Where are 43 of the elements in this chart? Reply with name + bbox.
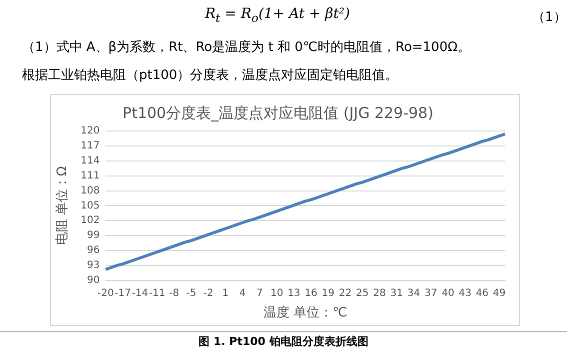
- x-tick-label: 22: [338, 288, 352, 299]
- x-tick-label: 10: [270, 288, 284, 299]
- y-tick-label: 114: [80, 155, 100, 166]
- chart-title: Pt100分度表_温度点对应电阻值 (JJG 229-98): [122, 104, 434, 122]
- y-tick-label: 93: [86, 260, 100, 272]
- x-tick-label: -17: [114, 288, 131, 299]
- x-tick-label: 16: [304, 288, 318, 299]
- text: （1）: [532, 9, 566, 26]
- x-tick-label: -11: [148, 288, 166, 299]
- y-tick-label: 120: [80, 126, 100, 137]
- x-tick-label: 43: [458, 288, 472, 299]
- text: 根据工业铂热电阻（pt100）分度表，温度点对应固定铂电阻值。: [22, 67, 398, 84]
- y-tick-label: 105: [80, 200, 100, 212]
- x-tick-label: 31: [390, 288, 403, 299]
- y-tick-label: 96: [86, 245, 100, 256]
- x-tick-label: -20: [98, 288, 114, 299]
- x-tick-label: -5: [186, 288, 196, 299]
- x-tick-label: 7: [256, 288, 263, 299]
- x-tick-label: 46: [476, 288, 489, 299]
- x-tick-label: 49: [492, 288, 506, 299]
- caption: 图 1. Pt100 铂电阻分度表折线图: [198, 334, 370, 349]
- x-tick-label: 19: [322, 288, 335, 299]
- x-tick-label: 37: [424, 288, 438, 299]
- y-tick-label: 111: [80, 170, 100, 182]
- y-tick-label: 90: [86, 274, 100, 286]
- x-tick-label: 25: [356, 288, 369, 299]
- x-tick-label: 40: [442, 288, 454, 299]
- text: R$_{t}$ = R$_{o}$(1+ At + βt²): [205, 6, 350, 25]
- y-tick-label: 108: [80, 185, 100, 196]
- x-tick-label: 4: [239, 288, 246, 299]
- x-tick-label: 1: [222, 288, 229, 299]
- y-tick-label: 117: [80, 140, 100, 152]
- x-tick-label: -14: [132, 288, 148, 299]
- y-tick-label: 99: [86, 230, 100, 242]
- y-axis-title: 电阻 单位：Ω: [55, 166, 70, 246]
- x-tick-label: 34: [407, 288, 420, 299]
- x-tick-label: -8: [169, 288, 180, 299]
- x-tick-label: -2: [203, 288, 214, 299]
- x-tick-label: 13: [288, 288, 300, 299]
- x-axis-title: 温度 单位：℃: [263, 304, 348, 321]
- y-tick-label: 102: [80, 215, 100, 226]
- x-tick-label: 28: [373, 288, 386, 299]
- text: （1）式中 A、β为系数，Rt、Ro是温度为 t 和 0℃时的电阻值，Ro=100Ω。: [22, 39, 471, 56]
